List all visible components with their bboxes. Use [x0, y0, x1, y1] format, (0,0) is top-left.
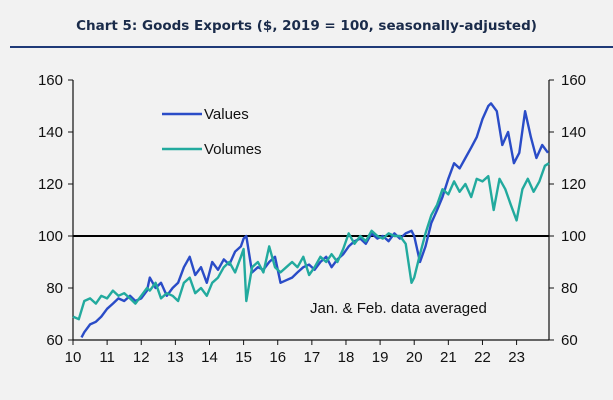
- chart-title: Chart 5: Goods Exports ($, 2019 = 100, s…: [76, 18, 537, 34]
- y-tick-label-left: 80: [46, 280, 63, 297]
- legend-label-volumes: Volumes: [204, 141, 262, 158]
- x-tick-label: 17: [304, 349, 321, 366]
- y-tick-label-right: 120: [561, 176, 586, 193]
- x-tick-label: 15: [235, 349, 252, 366]
- y-tick-label-left: 160: [38, 72, 63, 89]
- y-tick-label-right: 140: [561, 124, 586, 141]
- y-tick-label-right: 100: [561, 228, 586, 245]
- y-tick-label-left: 60: [46, 332, 63, 349]
- title-divider: [10, 46, 613, 48]
- x-tick-label: 10: [65, 349, 82, 366]
- x-tick-label: 19: [372, 349, 389, 366]
- x-tick-label: 18: [338, 349, 355, 366]
- chart-annotation: Jan. & Feb. data averaged: [310, 300, 487, 317]
- y-tick-label-left: 100: [38, 228, 63, 245]
- x-tick-label: 22: [474, 349, 491, 366]
- x-tick-label: 20: [406, 349, 423, 366]
- x-tick-label: 13: [167, 349, 184, 366]
- y-tick-label-left: 140: [38, 124, 63, 141]
- x-tick-label: 11: [99, 349, 115, 366]
- y-tick-label-left: 120: [38, 176, 63, 193]
- x-tick-label: 16: [269, 349, 286, 366]
- series-line-volumes: [72, 162, 550, 321]
- y-tick-label-right: 160: [561, 72, 586, 89]
- x-tick-label: 12: [133, 349, 150, 366]
- x-tick-label: 23: [508, 349, 525, 366]
- legend-label-values: Values: [204, 106, 249, 123]
- x-tick-label: 21: [440, 349, 457, 366]
- x-tick-label: 14: [201, 349, 218, 366]
- y-tick-label-right: 60: [561, 332, 578, 349]
- y-tick-label-right: 80: [561, 280, 578, 297]
